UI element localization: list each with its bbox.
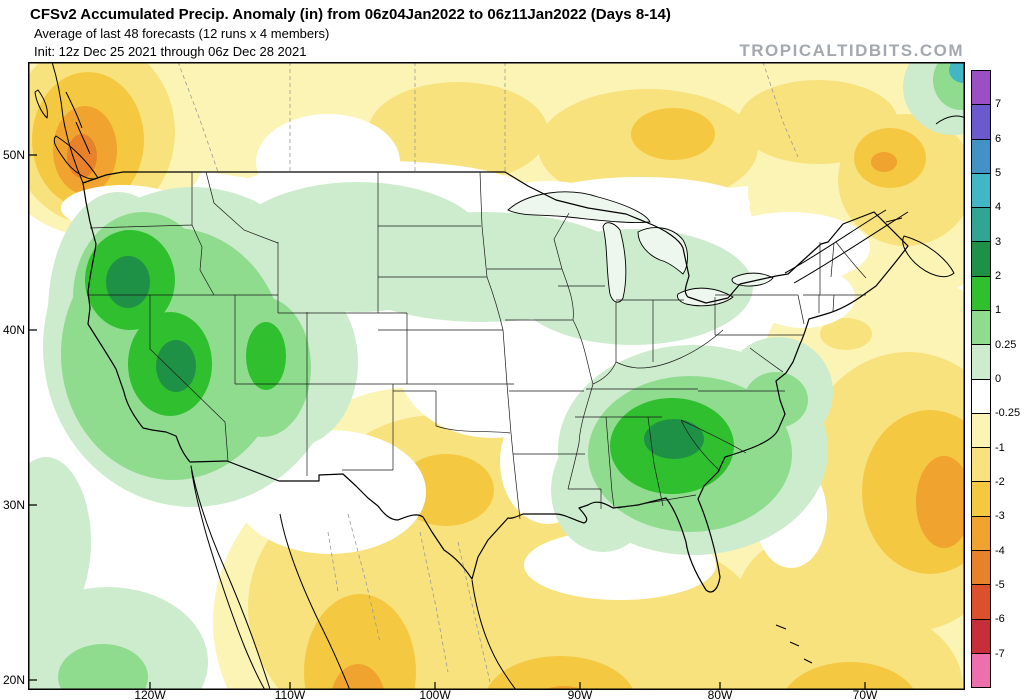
colorbar-tick-label: -2 — [995, 476, 1005, 488]
colorbar-segment — [972, 652, 990, 688]
map-frame — [28, 62, 965, 690]
colorbar-segment — [972, 71, 990, 105]
colorbar-tick-label: 6 — [995, 132, 1002, 145]
province-borders-dashed — [177, 62, 799, 683]
colorbar-segment — [972, 344, 990, 379]
colorbar-segment — [972, 549, 990, 585]
nova-scotia — [902, 235, 955, 278]
colorbar-segment — [972, 172, 990, 208]
colorbar-segment — [972, 481, 990, 516]
colorbar-segment — [972, 241, 990, 276]
colorbar-tick-label: -7 — [995, 647, 1005, 660]
colorbar-tick-label: 3 — [995, 235, 1002, 248]
colorbar-tick-label: 0 — [995, 373, 1002, 385]
colorbar-tick-label: -4 — [995, 544, 1005, 557]
haida-gwaii — [34, 89, 48, 119]
colorbar-segment — [972, 412, 990, 448]
page-subtitle: Average of last 48 forecasts (12 runs x … — [34, 26, 330, 41]
colorbar-segment — [972, 618, 990, 653]
bc-coast — [51, 62, 84, 184]
colorbar-tick-label: 1 — [995, 304, 1002, 317]
colorbar-tick-label: 7 — [995, 98, 1002, 111]
bc-fjords — [65, 91, 91, 155]
colorbar-tick-label: -5 — [995, 579, 1005, 591]
lon-axis-label: 110W — [274, 688, 306, 700]
colorbar-segment — [972, 447, 990, 482]
anomaly-map — [28, 62, 965, 690]
bahamas — [775, 624, 813, 664]
baja-california — [190, 465, 271, 690]
colorbar-tick-label: -1 — [995, 441, 1005, 454]
vancouver-island — [53, 135, 99, 180]
colorbar-tick-label: -0.25 — [995, 407, 1021, 420]
mexico-west-coast — [279, 513, 351, 690]
colorbar-segment — [972, 309, 990, 345]
foreign-coastlines — [34, 62, 965, 690]
colorbar-segment — [972, 104, 990, 139]
colorbar-segment — [972, 378, 990, 413]
tropicaltidbits-watermark: TROPICALTIDBITS.COM — [739, 41, 964, 60]
lat-axis-label: 40N — [2, 323, 25, 337]
lon-axis-label: 90W — [567, 688, 593, 700]
colorbar-segment — [972, 138, 990, 173]
axis-ticks — [28, 154, 866, 690]
colorbar-tick-label: -6 — [995, 613, 1005, 626]
great-lakes — [507, 191, 774, 307]
pei — [885, 217, 903, 223]
lake-huron — [637, 227, 688, 275]
colorbar — [971, 70, 991, 688]
page-title: CFSv2 Accumulated Precip. Anomaly (in) f… — [30, 6, 671, 23]
colorbar-segment — [972, 275, 990, 310]
lon-axis-label: 70W — [852, 688, 878, 700]
lon-axis-label: 120W — [134, 688, 166, 700]
colorbar-segment — [972, 207, 990, 242]
colorbar-tick-label: 0.25 — [995, 338, 1017, 351]
colorbar-tick-label: 5 — [995, 167, 1002, 179]
lon-axis-label: 80W — [707, 688, 733, 700]
lake-michigan — [602, 222, 627, 303]
colorbar-tick-label: 4 — [995, 201, 1002, 214]
init-line: Init: 12z Dec 25 2021 through 06z Dec 28… — [34, 44, 307, 59]
mexico-gulf-coast — [471, 579, 517, 690]
lat-axis-label: 30N — [2, 498, 25, 512]
lat-axis-label: 50N — [2, 148, 25, 162]
lat-axis-label: 20N — [2, 673, 25, 687]
colorbar-tick-label: -3 — [995, 510, 1005, 523]
newfoundland-edge — [935, 115, 965, 125]
lake-superior — [507, 191, 651, 223]
colorbar-segment — [972, 515, 990, 550]
st-lawrence — [784, 209, 909, 284]
state-borders — [87, 171, 867, 520]
lon-axis-label: 100W — [419, 688, 451, 700]
colorbar-tick-label: 2 — [995, 270, 1002, 282]
colorbar-segment — [972, 584, 990, 619]
lake-ontario — [731, 272, 774, 287]
